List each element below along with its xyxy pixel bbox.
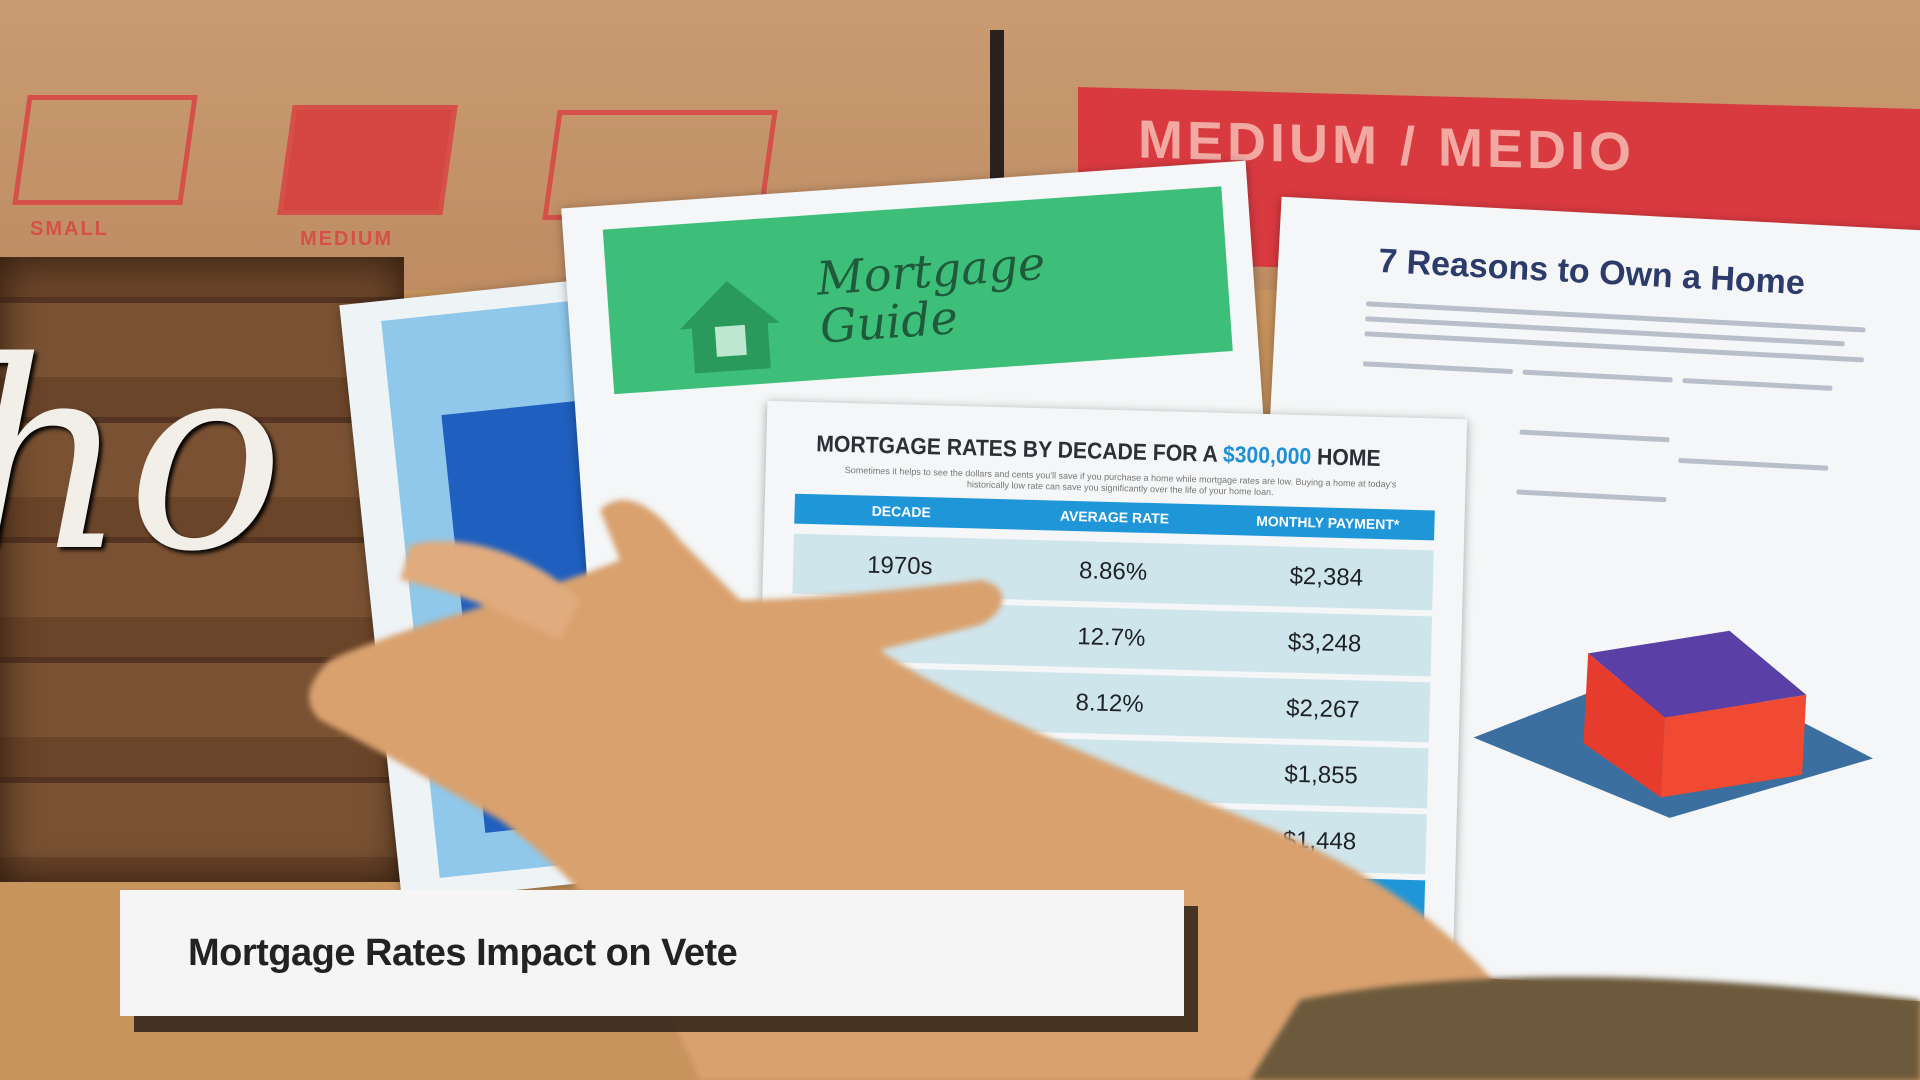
sign-text: ho (0, 307, 284, 609)
guide-header: Mortgage Guide (602, 186, 1233, 395)
box-label: MEDIUM (300, 228, 394, 250)
caption-text: Mortgage Rates Impact on Vete (188, 931, 738, 974)
house-illustration (1473, 630, 1874, 818)
lower-third-caption: Mortgage Rates Impact on Vete (120, 890, 1184, 1016)
house-icon (679, 281, 780, 374)
box-label: SMALL (30, 218, 109, 240)
mortgage-guide-sheet: Mortgage Guide (561, 160, 1275, 628)
reasons-sheet: 7 Reasons to Own a Home (1241, 196, 1920, 1002)
wood-home-sign: ho (0, 257, 404, 882)
